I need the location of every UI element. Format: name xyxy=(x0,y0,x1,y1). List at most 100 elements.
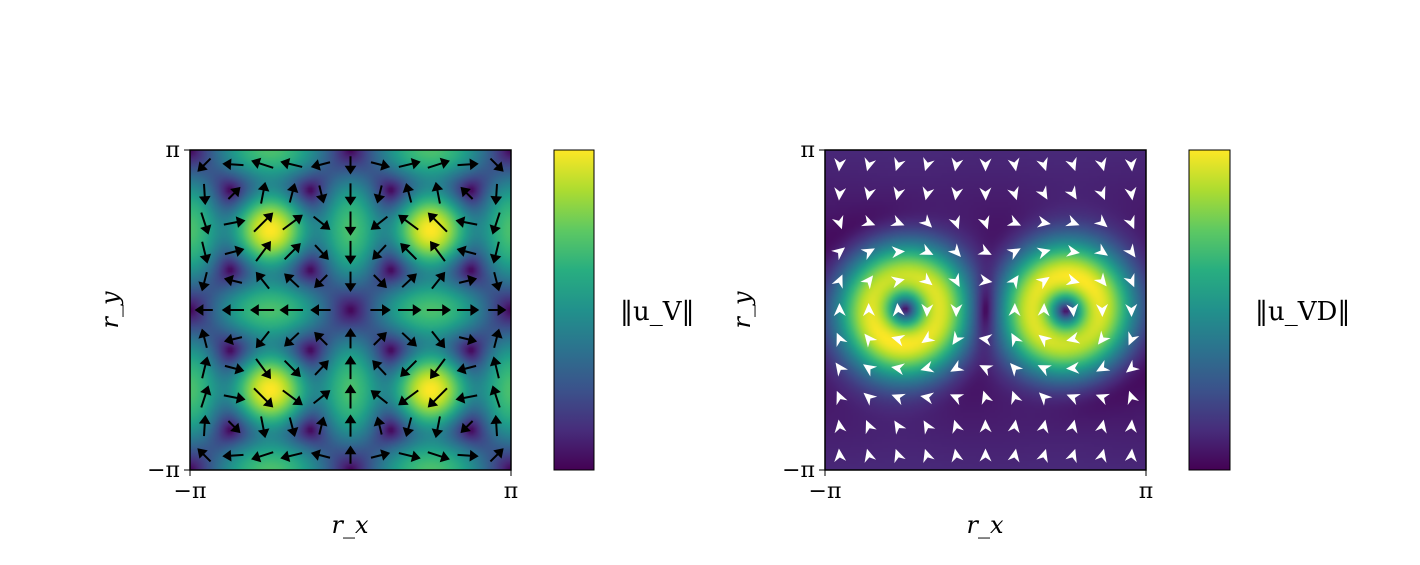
vector-arrow xyxy=(979,448,992,462)
vector-arrow xyxy=(1127,390,1140,405)
vector-arrow xyxy=(458,333,478,346)
vector-arrow xyxy=(1036,215,1051,228)
vector-arrow xyxy=(923,156,935,172)
vector-arrow xyxy=(831,215,844,230)
vector-arrow xyxy=(222,158,244,171)
vector-arrow xyxy=(490,414,503,437)
vector-arrow xyxy=(370,159,391,171)
vector-arrow xyxy=(1125,303,1138,317)
vector-arrow xyxy=(1095,419,1107,434)
vector-arrow xyxy=(1037,303,1050,317)
x-tick-label-left-2: −π xyxy=(809,479,842,504)
vector-arrow xyxy=(834,187,847,201)
vector-arrow xyxy=(950,303,963,317)
vector-arrow xyxy=(1007,186,1019,201)
vector-arrow xyxy=(431,416,444,439)
vector-arrow xyxy=(370,390,389,405)
vector-arrow xyxy=(1007,419,1020,434)
vector-arrow xyxy=(370,449,391,461)
vector-arrow xyxy=(198,328,210,349)
vector-arrow xyxy=(227,420,241,434)
vector-arrow xyxy=(431,271,446,290)
vector-arrow xyxy=(1124,448,1137,463)
vector-arrow xyxy=(398,214,419,231)
vector-arrow xyxy=(1094,448,1107,463)
vector-arrow xyxy=(344,211,357,236)
vector-arrow xyxy=(1066,303,1079,317)
vector-arrow xyxy=(893,186,906,201)
vector-arrow xyxy=(1035,185,1048,200)
vector-arrow xyxy=(834,157,847,172)
vector-arrow xyxy=(223,274,243,287)
vector-arrow xyxy=(460,420,474,434)
vector-arrow xyxy=(344,445,357,464)
vector-arrow xyxy=(864,448,877,463)
vector-arrow xyxy=(458,274,478,287)
vector-arrow xyxy=(284,332,300,347)
vector-arrow xyxy=(199,241,212,264)
vector-arrow xyxy=(922,186,935,201)
colorbar-1 xyxy=(553,149,595,471)
vector-arrow xyxy=(310,159,331,171)
vector-arrow xyxy=(951,157,964,172)
vector-arrow xyxy=(1066,361,1080,374)
chart-panel-1: π −π −π π r_x r_y ‖u_V‖ xyxy=(96,138,695,539)
vector-arrow xyxy=(431,330,446,349)
arrow-field-2 xyxy=(831,156,1140,464)
x-tick-label-right-1: π xyxy=(504,479,518,504)
vector-arrow xyxy=(400,360,418,377)
vector-arrow xyxy=(921,303,934,317)
vector-arrow xyxy=(315,416,328,435)
vector-arrow xyxy=(456,304,480,316)
vector-arrow xyxy=(1006,214,1022,226)
vector-arrow xyxy=(255,271,270,290)
vector-arrow xyxy=(221,304,245,316)
vector-arrow xyxy=(197,448,212,463)
vector-arrow xyxy=(1036,156,1048,172)
vector-arrow xyxy=(920,360,935,373)
vector-arrow xyxy=(314,244,329,260)
vector-arrow xyxy=(491,271,503,292)
vector-arrow xyxy=(1065,214,1080,227)
vector-arrow xyxy=(279,304,303,316)
vector-arrow xyxy=(456,363,477,375)
vector-arrow xyxy=(398,389,419,406)
vector-arrow xyxy=(460,186,474,200)
vector-arrow xyxy=(948,272,960,288)
vector-arrow xyxy=(1094,157,1107,172)
vector-arrow xyxy=(489,241,502,264)
vector-arrow xyxy=(1093,272,1107,287)
vector-arrow xyxy=(1124,157,1137,172)
vector-arrow xyxy=(891,393,906,406)
vector-arrow xyxy=(257,416,270,439)
vector-arrow xyxy=(373,416,386,435)
vector-arrow xyxy=(1124,186,1137,201)
vector-arrow xyxy=(491,328,503,349)
vector-arrow xyxy=(1011,390,1023,406)
vector-arrow xyxy=(863,392,878,406)
vector-arrow xyxy=(426,304,452,316)
vector-arrow xyxy=(1037,365,1052,377)
vector-arrow xyxy=(373,274,387,289)
vector-arrow xyxy=(1036,247,1051,260)
vector-arrow xyxy=(865,419,877,435)
colorbar-2 xyxy=(1188,149,1231,471)
vector-arrow xyxy=(836,332,848,348)
y-axis-label-2: r_y xyxy=(728,291,756,328)
vector-arrow xyxy=(344,271,357,293)
vector-arrow xyxy=(921,330,936,344)
vector-arrow xyxy=(952,419,964,434)
vector-arrow xyxy=(314,274,328,289)
vector-arrow xyxy=(251,451,274,463)
vector-arrow xyxy=(223,333,243,346)
y-tick-label-bottom-1: −π xyxy=(147,458,180,483)
y-tick-label-bottom-2: −π xyxy=(782,458,815,483)
vector-arrow xyxy=(949,394,965,406)
vector-arrow xyxy=(894,156,906,172)
vector-arrow xyxy=(1123,214,1135,230)
vector-arrow xyxy=(427,451,450,463)
vector-arrow xyxy=(1066,394,1081,406)
vector-arrow xyxy=(1038,334,1053,348)
vector-arrow xyxy=(398,450,421,462)
